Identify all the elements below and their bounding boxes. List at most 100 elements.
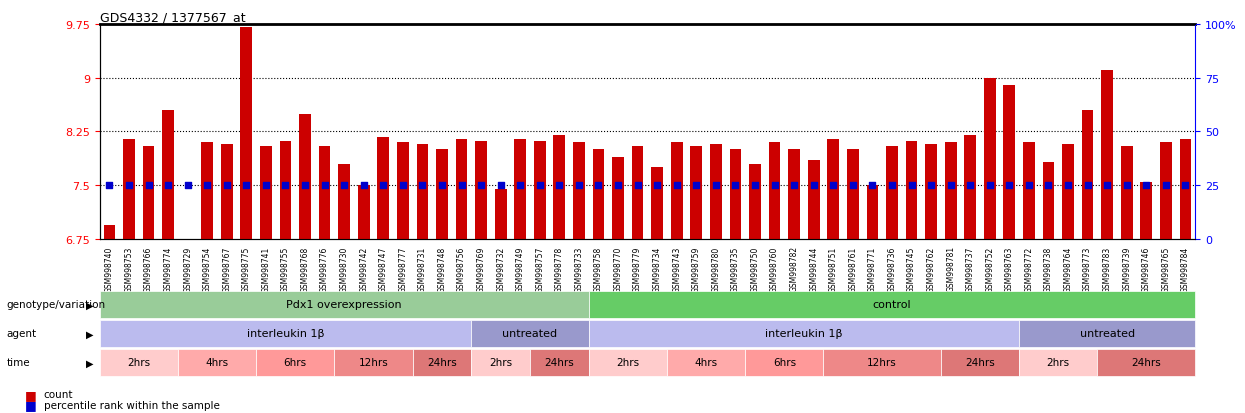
Text: ▶: ▶ xyxy=(86,299,93,310)
Point xyxy=(217,183,237,189)
Point xyxy=(1038,183,1058,189)
Bar xyxy=(123,139,134,240)
Text: 2hrs: 2hrs xyxy=(127,357,151,368)
Point xyxy=(1058,183,1078,189)
Text: 6hrs: 6hrs xyxy=(284,357,306,368)
Bar xyxy=(476,142,487,240)
Bar xyxy=(182,240,193,243)
Point xyxy=(569,183,589,189)
Bar xyxy=(162,111,174,240)
Bar xyxy=(691,147,702,240)
Point xyxy=(941,183,961,189)
Point xyxy=(315,183,335,189)
Point xyxy=(530,183,550,189)
Bar xyxy=(593,150,604,240)
Text: 24hrs: 24hrs xyxy=(544,357,574,368)
Text: 2hrs: 2hrs xyxy=(616,357,640,368)
Point xyxy=(237,183,256,189)
Point xyxy=(921,183,941,189)
Bar xyxy=(945,143,956,240)
Point xyxy=(863,183,883,189)
Text: control: control xyxy=(873,299,911,310)
Point xyxy=(510,183,530,189)
Point xyxy=(823,183,843,189)
Bar xyxy=(436,150,448,240)
Bar xyxy=(514,139,527,240)
Text: ▶: ▶ xyxy=(86,357,93,368)
Bar xyxy=(965,136,976,240)
Point xyxy=(275,183,295,189)
Point xyxy=(960,183,980,189)
Point xyxy=(764,183,784,189)
Point xyxy=(100,183,120,189)
Bar xyxy=(357,186,370,240)
Bar xyxy=(103,225,116,240)
Bar xyxy=(1179,139,1191,240)
Point xyxy=(1137,183,1157,189)
Text: 4hrs: 4hrs xyxy=(205,357,229,368)
Text: 12hrs: 12hrs xyxy=(868,357,898,368)
Point xyxy=(295,183,315,189)
Point xyxy=(1018,183,1038,189)
Point xyxy=(901,183,921,189)
Bar xyxy=(631,147,644,240)
Bar xyxy=(280,142,291,240)
Point xyxy=(471,183,491,189)
Point xyxy=(393,183,413,189)
Point xyxy=(706,183,726,189)
Text: ■: ■ xyxy=(25,398,36,411)
Bar xyxy=(573,143,585,240)
Bar xyxy=(925,144,937,240)
Bar xyxy=(1062,145,1074,240)
Bar xyxy=(397,143,408,240)
Point xyxy=(1155,183,1175,189)
Point xyxy=(745,183,764,189)
Text: 2hrs: 2hrs xyxy=(1047,357,1069,368)
Text: genotype/variation: genotype/variation xyxy=(6,299,106,310)
Bar xyxy=(788,150,801,240)
Point xyxy=(647,183,667,189)
Point xyxy=(589,183,609,189)
Point xyxy=(138,183,158,189)
Bar xyxy=(299,114,311,240)
Point xyxy=(843,183,863,189)
Bar xyxy=(905,142,918,240)
Bar xyxy=(240,28,253,240)
Bar xyxy=(143,147,154,240)
Point xyxy=(374,183,393,189)
Bar xyxy=(749,164,761,240)
Text: time: time xyxy=(6,357,30,368)
Bar xyxy=(202,143,213,240)
Bar xyxy=(554,136,565,240)
Bar xyxy=(456,139,467,240)
Bar xyxy=(1160,143,1172,240)
Bar xyxy=(1023,143,1035,240)
Text: 12hrs: 12hrs xyxy=(359,357,388,368)
Text: untreated: untreated xyxy=(1079,328,1134,339)
Point xyxy=(334,183,354,189)
Text: 2hrs: 2hrs xyxy=(489,357,512,368)
Bar xyxy=(319,147,330,240)
Text: GDS4332 / 1377567_at: GDS4332 / 1377567_at xyxy=(100,11,245,24)
Point xyxy=(980,183,1000,189)
Bar xyxy=(417,144,428,240)
Text: interleukin 1β: interleukin 1β xyxy=(247,328,324,339)
Text: ■: ■ xyxy=(25,388,36,401)
Text: 24hrs: 24hrs xyxy=(965,357,995,368)
Point xyxy=(452,183,472,189)
Point xyxy=(1097,183,1117,189)
Point xyxy=(1000,183,1020,189)
Point xyxy=(491,183,510,189)
Point xyxy=(881,183,901,189)
Point xyxy=(178,183,198,189)
Bar xyxy=(886,147,898,240)
Point xyxy=(256,183,276,189)
Point xyxy=(158,183,178,189)
Bar xyxy=(1120,147,1133,240)
Text: Pdx1 overexpression: Pdx1 overexpression xyxy=(286,299,402,310)
Point xyxy=(627,183,647,189)
Point xyxy=(432,183,452,189)
Point xyxy=(686,183,706,189)
Bar xyxy=(651,168,664,240)
Text: count: count xyxy=(44,389,73,399)
